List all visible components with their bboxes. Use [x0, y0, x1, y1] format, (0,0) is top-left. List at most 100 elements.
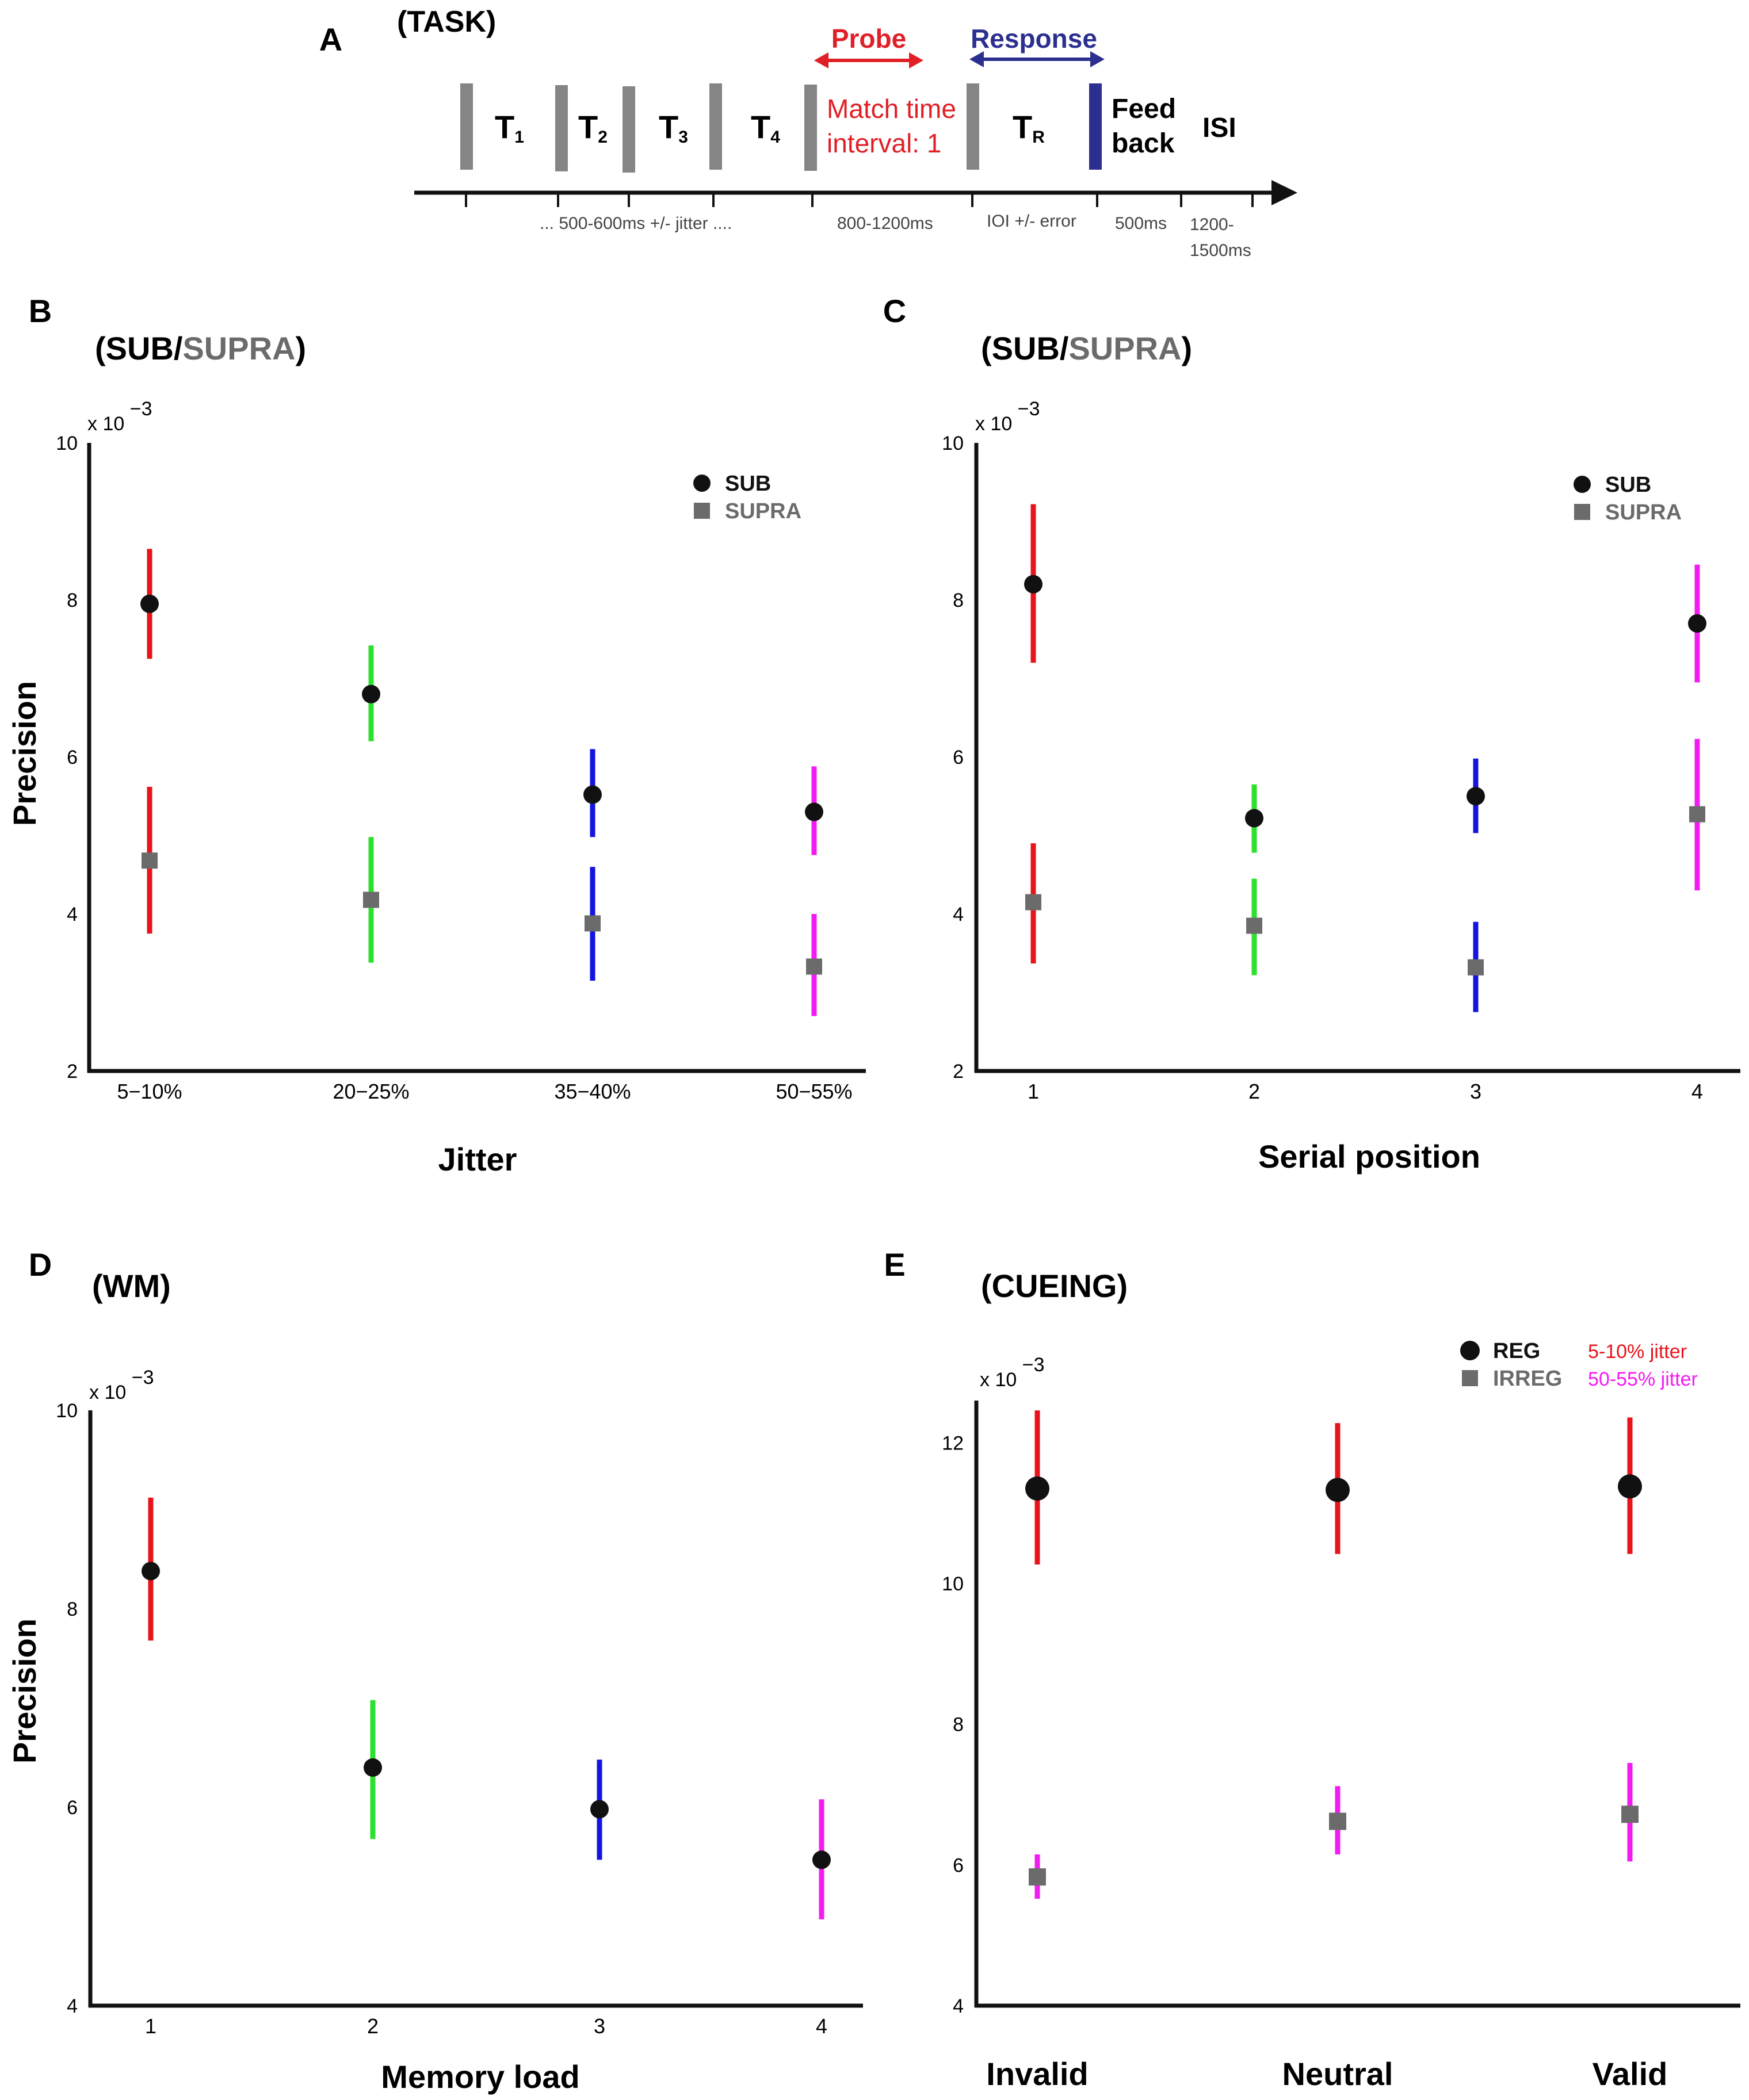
data-point-circle — [1688, 614, 1706, 633]
x-tick-label: 1 — [145, 2014, 156, 2038]
series-wm — [142, 1497, 831, 1919]
data-point-circle — [1326, 1478, 1350, 1502]
x-tick-label: Valid — [1593, 2056, 1668, 2092]
timing-tones: ... 500-600ms +/- jitter .... — [540, 214, 732, 233]
legend-marker-circle — [1460, 1341, 1480, 1360]
response-tone-label: TR — [1013, 109, 1045, 147]
isi-label: ISI — [1202, 113, 1236, 143]
data-point-square — [1029, 1868, 1046, 1886]
feedback-label-line1: Feed — [1112, 94, 1176, 124]
x-axis-label: Serial position — [1258, 1138, 1480, 1175]
legend: SUB SUPRA — [1574, 473, 1682, 525]
x-tick-label: Neutral — [1282, 2056, 1393, 2092]
chart-title-suffix: ) — [1181, 330, 1192, 366]
chart-title-highlight: SUPRA — [1068, 330, 1181, 366]
response-arrow: Response — [969, 24, 1105, 67]
y-tick-label: 6 — [67, 1797, 78, 1819]
legend-label: REG — [1493, 1339, 1540, 1363]
data-point-square — [1689, 806, 1705, 823]
task-panel: A (TASK) T1 T2 T3 T4 TR Match time inter… — [319, 5, 1297, 260]
legend-note: 50-55% jitter — [1588, 1368, 1698, 1390]
axis-multiplier-exponent: −3 — [130, 398, 152, 420]
y-axis-label: Precision — [6, 681, 43, 826]
chart-title: (SUB/SUPRA) — [95, 330, 306, 366]
data-point-square — [585, 915, 601, 932]
data-point-square — [363, 892, 379, 908]
y-tick-label: 4 — [67, 904, 78, 925]
x-tick-label: 1 — [1028, 1080, 1039, 1103]
timing-isi-line2: 1500ms — [1190, 241, 1251, 260]
legend: SUB SUPRA — [693, 472, 801, 523]
legend-label: SUPRA — [1605, 500, 1682, 525]
y-tick-label: 4 — [953, 1995, 964, 2017]
series-supra — [142, 786, 822, 1016]
y-tick-label: 8 — [67, 1598, 78, 1620]
task-title: (TASK) — [397, 5, 496, 39]
data-point-circle — [1025, 1476, 1049, 1501]
y-tick-label: 8 — [953, 1714, 964, 1736]
match-instruction-line2: interval: 1 — [827, 128, 941, 158]
data-point-circle — [1467, 787, 1485, 806]
legend-label: SUPRA — [725, 499, 801, 523]
tone-block-3 — [623, 86, 635, 173]
axis-multiplier-base: x 10 — [87, 413, 130, 435]
y-tick-label: 2 — [67, 1061, 78, 1082]
x-tick-label: Invalid — [986, 2056, 1088, 2092]
y-tick-label: 2 — [953, 1061, 964, 1082]
legend-label: SUB — [1605, 473, 1651, 497]
data-point-circle — [364, 1758, 382, 1777]
series-irreg — [1029, 1762, 1639, 1899]
timeline-axis — [414, 180, 1297, 207]
data-point-circle — [590, 1800, 609, 1819]
axis-multiplier-exponent: −3 — [1022, 1354, 1045, 1376]
panel-letter: C — [883, 293, 906, 329]
series-supra — [1025, 739, 1705, 1012]
y-tick-label: 6 — [953, 747, 964, 768]
timing-response: IOI +/- error — [987, 212, 1076, 231]
legend-marker-square — [1462, 1370, 1478, 1386]
x-tick-label: 20−25% — [333, 1080, 409, 1103]
axis-multiplier: x 10 −3 — [89, 1367, 154, 1403]
data-point-circle — [140, 594, 159, 613]
axis-multiplier-base: x 10 — [975, 413, 1018, 435]
y-tick-label: 10 — [56, 1400, 78, 1422]
task-panel-letter: A — [319, 21, 342, 58]
data-point-square — [1025, 894, 1041, 911]
axis-multiplier: x 10 −3 — [87, 398, 152, 435]
y-tick-label: 6 — [67, 747, 78, 768]
axis-multiplier-base: x 10 — [980, 1369, 1022, 1391]
series-reg — [1025, 1410, 1642, 1565]
tone-label-2: T2 — [578, 109, 608, 147]
legend-note: 5-10% jitter — [1588, 1341, 1687, 1363]
response-block — [967, 83, 979, 170]
feedback-label-line2: back — [1112, 128, 1175, 159]
data-point-square — [142, 852, 158, 869]
tone-block-2 — [555, 85, 568, 171]
y-tick-label: 10 — [942, 433, 964, 454]
chart-title-suffix: ) — [295, 330, 306, 366]
axis-multiplier-exponent: −3 — [132, 1367, 154, 1388]
x-tick-label: 3 — [1470, 1080, 1481, 1103]
data-point-square — [806, 958, 822, 975]
chart-title: (SUB/SUPRA) — [981, 330, 1192, 366]
x-axis-label: Memory load — [381, 2059, 579, 2095]
legend: REG 5-10% jitter IRREG 50-55% jitter — [1460, 1339, 1698, 1391]
axis-multiplier-exponent: −3 — [1018, 398, 1040, 420]
tone-label-1: T1 — [495, 109, 524, 147]
panel-letter: B — [29, 293, 52, 329]
x-tick-label: 3 — [594, 2014, 605, 2038]
y-tick-label: 4 — [953, 904, 964, 925]
data-point-circle — [1024, 575, 1042, 594]
x-tick-label: 4 — [1691, 1080, 1703, 1103]
data-point-circle — [362, 684, 380, 703]
chart-title-prefix: (SUB/ — [981, 330, 1069, 366]
series-sub — [1024, 504, 1706, 853]
legend-marker-circle — [1574, 476, 1591, 493]
axis-multiplier: x 10 −3 — [975, 398, 1040, 435]
chart-title-prefix: (SUB/ — [95, 330, 183, 366]
data-point-circle — [1245, 809, 1263, 828]
y-tick-label: 8 — [67, 590, 78, 611]
data-point-square — [1621, 1806, 1639, 1823]
